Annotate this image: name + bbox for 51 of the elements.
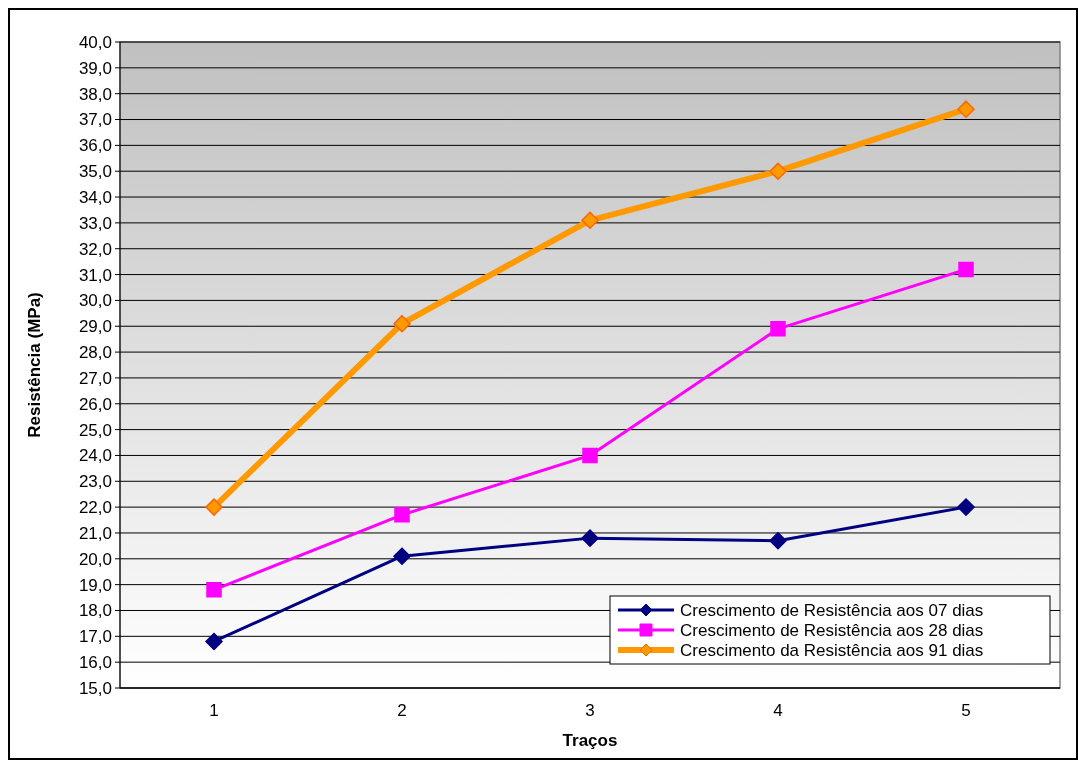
y-tick-label: 27,0 <box>78 368 112 388</box>
y-tick-label: 31,0 <box>78 265 112 285</box>
y-tick-label: 29,0 <box>78 317 112 337</box>
y-tick-label: 20,0 <box>78 549 112 569</box>
point <box>206 582 222 598</box>
point <box>770 321 786 337</box>
point <box>582 447 598 464</box>
y-tick-label: 35,0 <box>78 162 112 182</box>
y-tick-label: 17,0 <box>78 627 112 647</box>
y-tick-label: 32,0 <box>78 239 112 259</box>
y-tick-label: 39,0 <box>78 58 112 78</box>
x-tick-label: 2 <box>397 701 407 720</box>
point <box>581 211 599 230</box>
point <box>393 547 411 565</box>
point <box>205 632 223 651</box>
y-tick-label: 34,0 <box>78 187 112 207</box>
y-tick-label: 37,0 <box>78 110 112 130</box>
point <box>205 498 223 516</box>
y-tick-label: 30,0 <box>78 291 112 311</box>
y-tick-label: 38,0 <box>78 84 112 104</box>
point <box>769 162 787 180</box>
x-tick-label: 5 <box>961 701 971 720</box>
point <box>393 314 411 333</box>
y-tick-label: 36,0 <box>78 136 112 156</box>
y-tick-label: 19,0 <box>78 575 112 595</box>
x-axis-title: Traços <box>562 731 618 750</box>
legend-label: Crescimento da Resistência aos 91 dias <box>680 640 984 660</box>
y-axis-title: Resistência (MPa) <box>25 292 44 438</box>
point <box>581 529 599 547</box>
y-tick-label: 21,0 <box>78 523 112 543</box>
point <box>957 498 975 516</box>
x-tick-label: 4 <box>773 701 783 720</box>
y-tick-label: 23,0 <box>78 472 112 492</box>
point <box>769 531 787 550</box>
x-tick-label: 1 <box>209 701 219 720</box>
point <box>394 507 410 523</box>
y-tick-label: 16,0 <box>78 653 112 673</box>
point <box>958 261 974 278</box>
y-tick-label: 24,0 <box>78 446 112 466</box>
y-tick-label: 22,0 <box>78 498 112 518</box>
point <box>957 100 975 118</box>
y-tick-label: 18,0 <box>78 601 112 621</box>
x-tick-label: 3 <box>585 701 595 720</box>
y-tick-label: 33,0 <box>78 213 112 233</box>
y-tick-label: 28,0 <box>78 343 112 363</box>
legend-label: Crescimento de Resistência aos 28 dias <box>680 620 984 640</box>
legend-label: Crescimento de Resistência aos 07 dias <box>680 600 984 620</box>
y-tick-label: 25,0 <box>78 420 112 440</box>
y-tick-label: 26,0 <box>78 394 112 414</box>
y-tick-label: 40,0 <box>78 32 112 52</box>
y-tick-label: 15,0 <box>78 678 112 698</box>
